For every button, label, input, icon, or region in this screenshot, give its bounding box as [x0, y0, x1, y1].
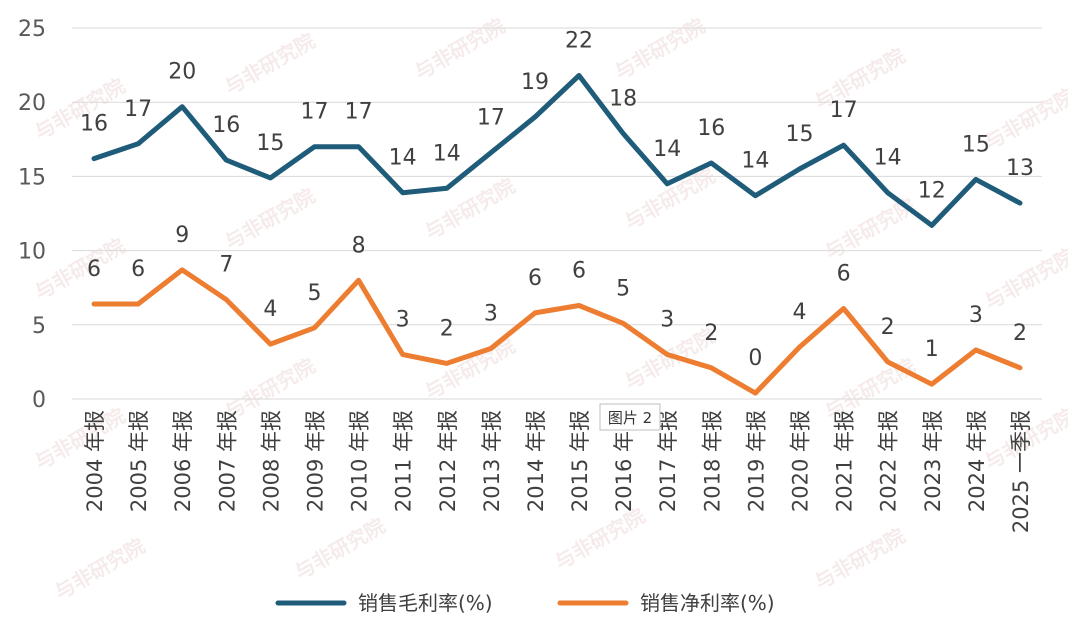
data-label: 17: [477, 106, 505, 131]
data-label: 3: [660, 307, 674, 332]
watermark-text: 与非研究院: [811, 524, 910, 595]
y-tick-label: 20: [18, 91, 46, 116]
data-label: 20: [168, 60, 196, 85]
data-label: 9: [175, 223, 189, 248]
data-label: 2: [704, 321, 718, 346]
watermark-text: 与非研究院: [551, 504, 650, 575]
x-axis-ticks: 2004 年报 2005 年报 2006 年报 2007 年报 2008 年报 2009 …: [83, 410, 1033, 533]
y-tick-label: 0: [32, 388, 46, 413]
x-tick-label: 2004 年报: [83, 410, 107, 512]
data-label: 18: [609, 86, 637, 111]
data-label: 6: [87, 257, 101, 282]
data-label: 4: [793, 300, 807, 325]
watermark-text: 与非研究院: [811, 44, 910, 115]
data-label: 15: [786, 122, 814, 147]
x-tick-label: 2007 年报: [215, 410, 239, 512]
data-label: 0: [748, 346, 762, 371]
data-label: 13: [1006, 156, 1034, 181]
data-label: 17: [830, 98, 858, 123]
data-label: 16: [697, 116, 725, 141]
x-tick-label: 2014 年报: [524, 410, 548, 512]
watermark-text: 与非研究院: [421, 334, 520, 405]
x-tick-label: 2011 年报: [392, 410, 416, 512]
watermark-text: 与非研究院: [291, 514, 390, 585]
y-tick-label: 15: [18, 165, 46, 190]
x-tick-label: 2010 年报: [348, 410, 372, 512]
x-tick-label: 2019 年报: [744, 410, 768, 512]
watermark-text: 与非研究院: [31, 404, 130, 475]
y-tick-label: 25: [18, 17, 46, 42]
data-label: 1: [925, 337, 939, 362]
image-tag-box: [599, 403, 661, 431]
x-tick-label: 2021 年报: [833, 410, 857, 512]
x-tick-label: 2008 年报: [259, 410, 283, 512]
watermark-text: 与非研究院: [621, 164, 720, 235]
watermark-text: 与非研究院: [51, 534, 150, 605]
data-label: 14: [389, 146, 417, 171]
data-label: 2: [1013, 321, 1027, 346]
watermark-text: 与非研究院: [221, 184, 320, 255]
image-tag-text: 图片 2: [608, 409, 652, 427]
series-line: [91, 73, 1023, 228]
data-label: 15: [256, 131, 284, 156]
x-tick-label: 2025 一季报: [1009, 410, 1033, 533]
watermark-text: 与非研究院: [611, 14, 710, 85]
x-tick-label: 2005 年报: [127, 410, 151, 512]
data-label: 6: [528, 266, 542, 291]
x-tick-label: 2023 年报: [921, 410, 945, 512]
data-label: 6: [131, 257, 145, 282]
data-label: 12: [918, 178, 946, 203]
x-tick-label: 2012 年报: [436, 410, 460, 512]
data-label: 22: [565, 28, 593, 53]
series-line: [91, 267, 1023, 396]
data-label: 17: [301, 100, 329, 125]
data-label: 6: [572, 259, 586, 284]
x-tick-label: 2013 年报: [480, 410, 504, 512]
series-lines: [91, 73, 1023, 396]
data-label: 3: [396, 307, 410, 332]
data-label: 14: [874, 146, 902, 171]
watermark-text: 与非研究院: [411, 14, 510, 85]
legend-label: 销售毛利率(%): [358, 591, 493, 615]
data-label: 17: [345, 100, 373, 125]
data-label: 2: [881, 315, 895, 340]
data-label: 17: [124, 97, 152, 122]
y-axis-ticks: 0 5 10 15 20 25: [18, 17, 46, 413]
data-label: 19: [521, 70, 549, 95]
x-tick-label: 2018 年报: [700, 410, 724, 512]
data-label: 7: [219, 253, 233, 278]
data-label: 3: [484, 302, 498, 327]
data-label: 4: [263, 297, 277, 322]
data-label: 14: [433, 141, 461, 166]
watermark-text: 与非研究院: [421, 174, 520, 245]
data-label: 16: [212, 113, 240, 138]
y-tick-label: 5: [32, 314, 46, 339]
data-label: 2: [440, 316, 454, 341]
data-label: 16: [80, 112, 108, 137]
image-tag: 图片 2: [599, 403, 661, 431]
legend: 销售毛利率(%) 销售净利率(%): [275, 591, 775, 615]
data-label: 15: [962, 132, 990, 157]
data-label: 5: [616, 276, 630, 301]
data-label: 8: [352, 233, 366, 258]
data-label: 6: [837, 261, 851, 286]
data-label: 3: [969, 303, 983, 328]
data-label: 14: [653, 137, 681, 162]
watermark-text: 与非研究院: [981, 244, 1068, 315]
y-tick-label: 10: [18, 240, 46, 265]
legend-label: 销售净利率(%): [640, 591, 775, 615]
x-tick-label: 2022 年报: [877, 410, 901, 512]
x-tick-label: 2020 年报: [789, 410, 813, 512]
x-tick-label: 2006 年报: [171, 410, 195, 512]
data-label: 14: [741, 149, 769, 174]
x-tick-label: 2024 年报: [965, 410, 989, 512]
watermark-text: 与非研究院: [221, 29, 320, 100]
x-tick-label: 2009 年报: [304, 410, 328, 512]
x-tick-label: 2015 年报: [568, 410, 592, 512]
data-label: 5: [308, 281, 322, 306]
watermark-text: 与非研究院: [981, 84, 1068, 155]
